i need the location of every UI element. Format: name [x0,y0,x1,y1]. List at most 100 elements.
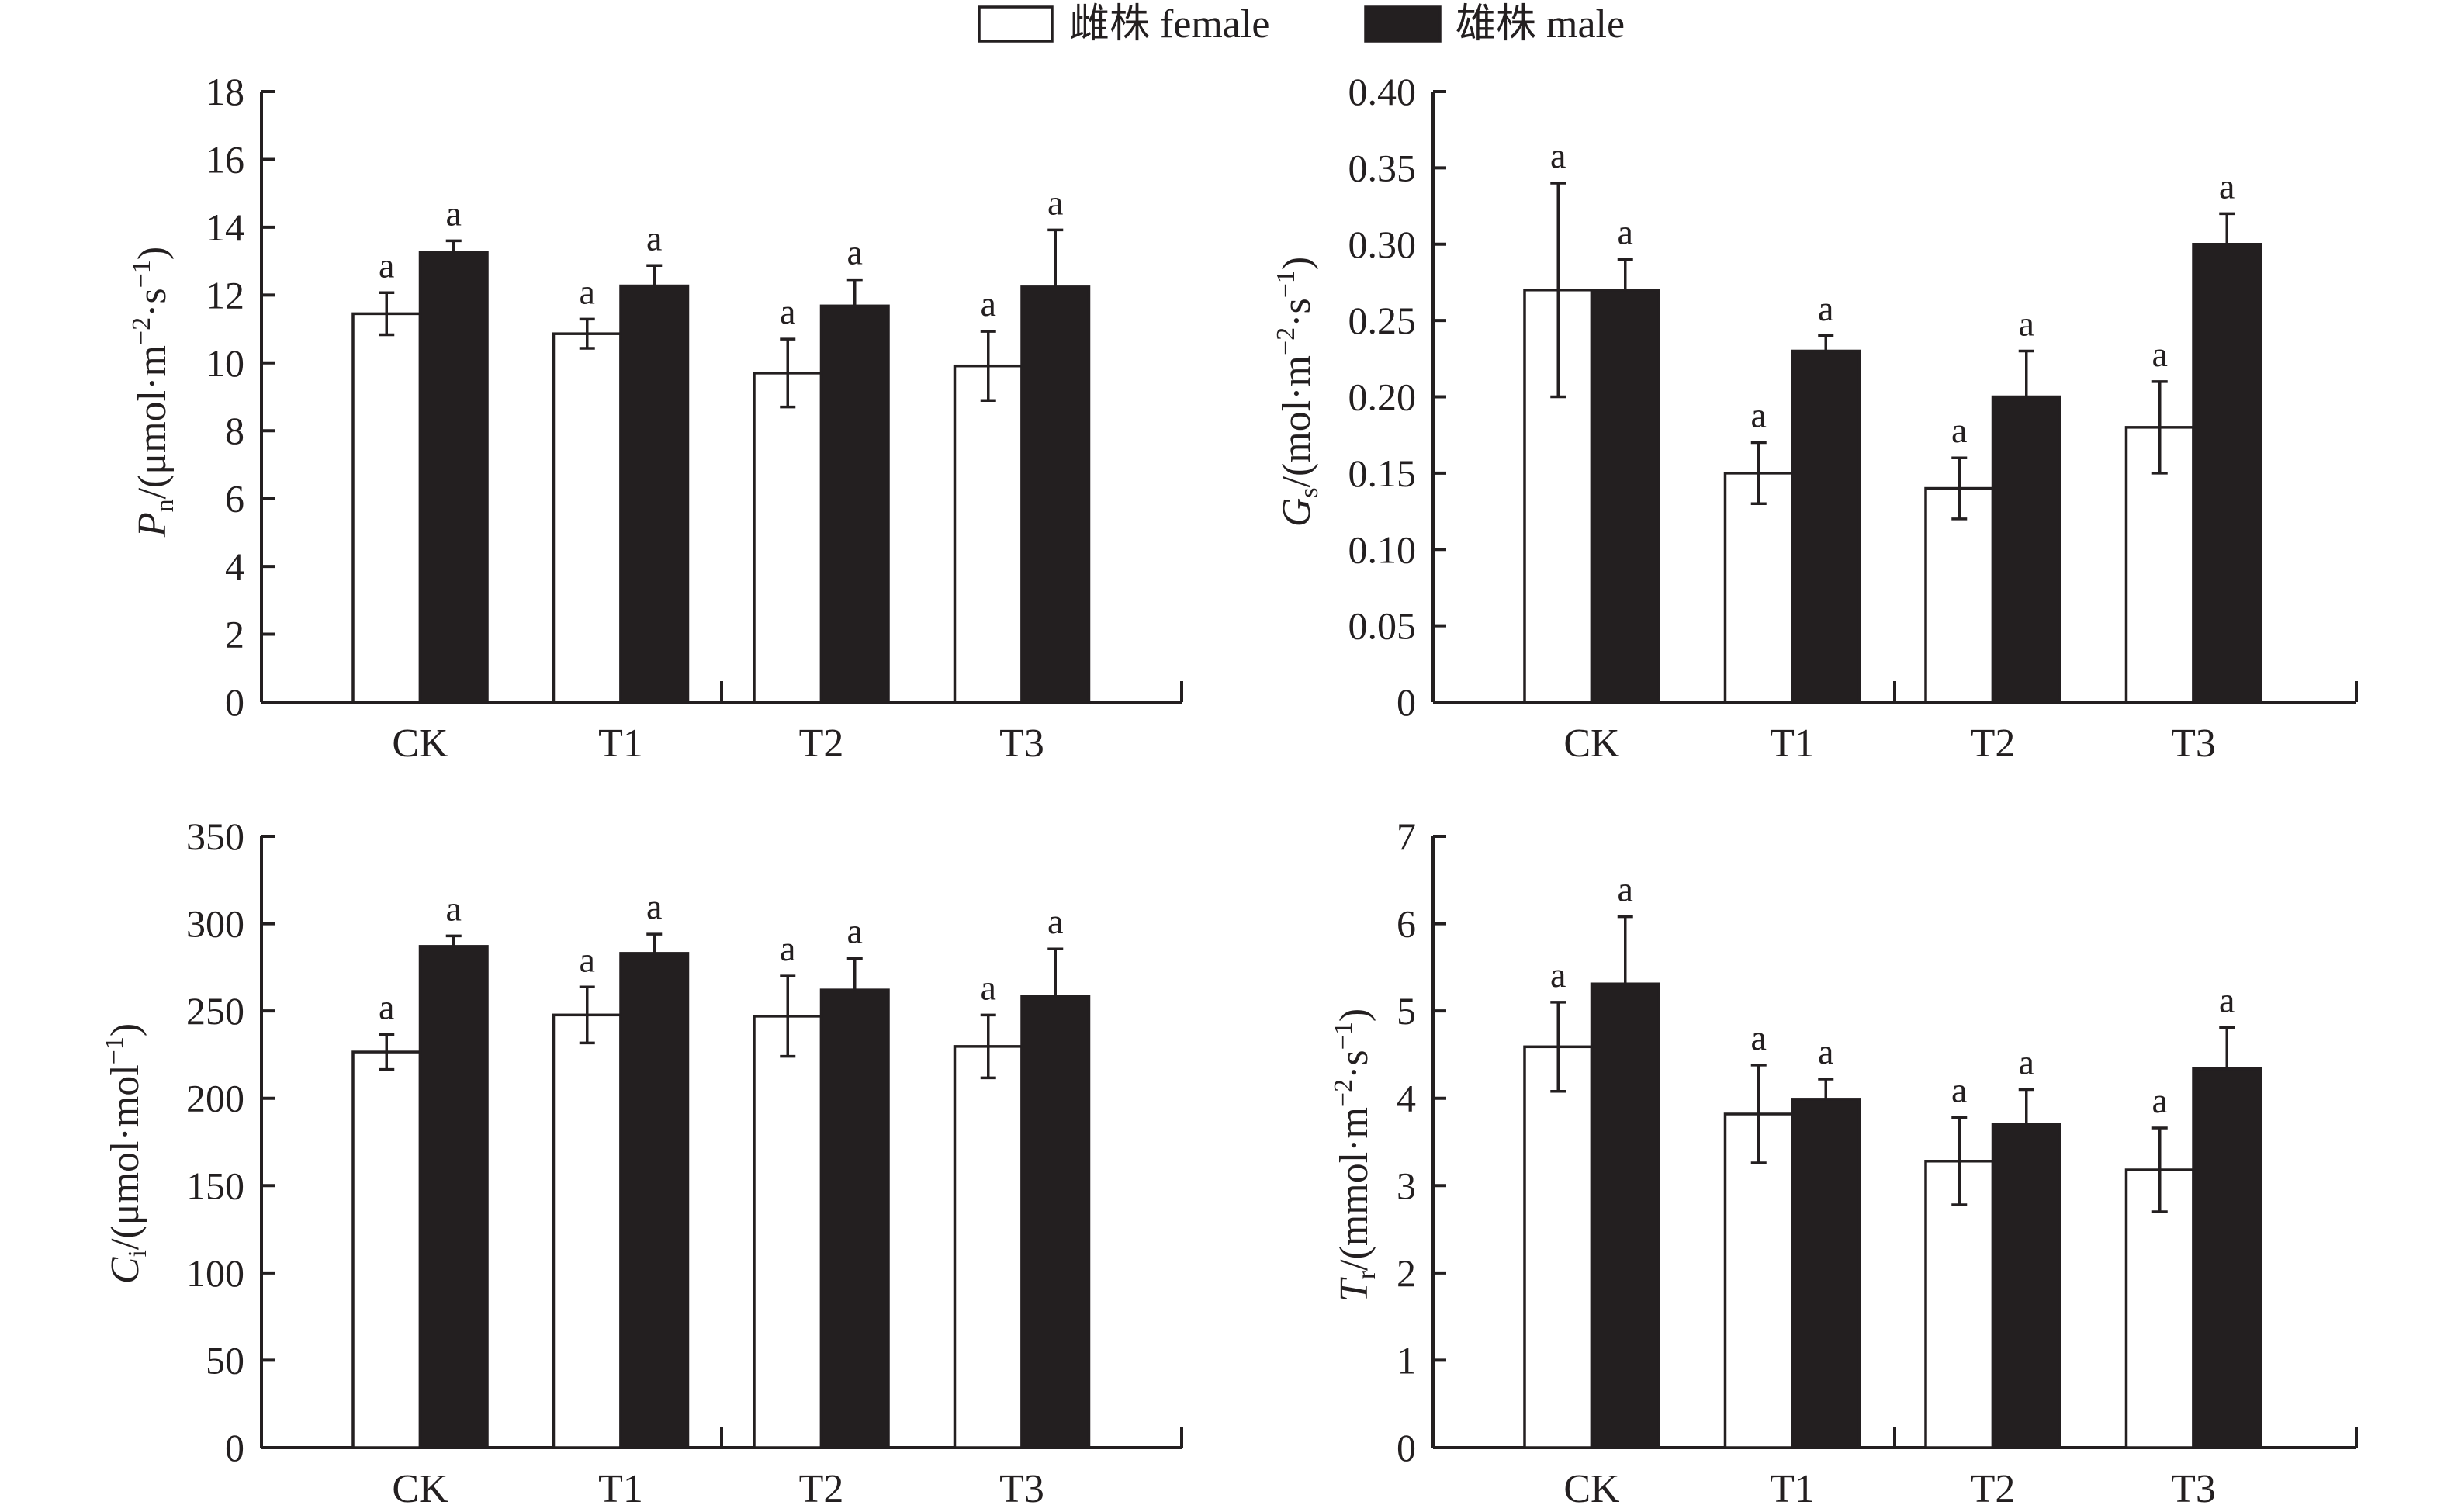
y-axis-title-part: /(μmol·m [130,345,175,499]
significance-letter: a [1951,410,1967,450]
x-tick-label: T2 [1971,1467,2016,1511]
significance-letter: a [2152,1081,2168,1120]
y-tick-label: 0.05 [1348,604,1417,648]
y-axis-title-part: n [151,499,179,512]
legend-label-female: 雌株 female [1069,2,1269,47]
y-axis-title-part: G [1275,498,1319,528]
bar-female-T1 [1723,1112,1794,1449]
significance-letter: a [379,988,394,1027]
y-axis-title-part: r [1352,1270,1381,1279]
bar-female-T3 [953,364,1023,704]
y-tick-label: 0 [225,1426,244,1469]
x-tick-label: T2 [799,721,844,766]
significance-letter: a [446,193,462,233]
bar-male-CK [418,251,489,704]
significance-letter: a [2219,981,2235,1020]
x-tick-label: T3 [999,721,1044,766]
significance-letter: a [2152,334,2168,374]
significance-letter: a [1751,396,1767,435]
legend: 雌株 female 雄株 male [978,2,1625,47]
chart-ci: 0 50 100 150 200 250 300 350 Ci/(μmol·mol−1) a a CK… [100,815,1183,1511]
x-tick-label: CK [1563,1467,1620,1511]
significance-letter: a [580,939,595,979]
y-tick-label: 6 [1397,902,1416,946]
y-axis-title-part: s [1295,487,1324,497]
y-tick-label: 0.40 [1348,70,1417,113]
significance-letter: a [2219,166,2235,206]
y-tick-label: 0 [225,680,244,724]
bar-female-T3 [953,1045,1023,1449]
significance-letter: a [580,272,595,311]
y-axis-title-part: ) [1332,1009,1376,1022]
y-tick-label: 1 [1397,1338,1416,1382]
significance-letter: a [2019,303,2034,343]
chart-gs: 0 0.05 0.10 0.15 0.20 0.25 0.30 0.35 0.40 Gs/(mol… [1272,70,2358,766]
y-axis-title-part: /(μmol·mol [103,1064,147,1250]
bar-male-CK [1590,982,1660,1449]
x-tick-label: T3 [2171,1467,2216,1511]
significance-letter: a [1047,182,1063,222]
y-tick-label: 8 [225,409,244,452]
y-tick-label: 4 [225,545,244,588]
y-tick-label: 10 [206,341,244,385]
y-axis-title-part: i [123,1250,152,1257]
y-tick-label: 350 [186,815,244,858]
y-tick-label: 2 [225,613,244,656]
significance-letter: a [1951,1070,1967,1109]
y-axis-title-part: −1 [1329,1022,1358,1050]
y-axis-title: Ci/(μmol·mol−1) [100,1023,152,1284]
y-tick-label: 0.35 [1348,146,1417,189]
y-tick-label: 50 [206,1338,244,1382]
y-tick-label: 6 [225,477,244,521]
significance-letter: a [1550,136,1566,175]
y-axis-title-part: /(mol·m [1275,355,1319,487]
significance-letter: a [379,245,394,285]
y-axis-title-part: /(mmol·m [1332,1107,1376,1271]
x-tick-label: CK [392,1467,448,1511]
x-tick-label: T3 [999,1467,1044,1511]
legend-item-female: 雌株 female [978,2,1269,47]
y-tick-label: 2 [1397,1251,1416,1295]
y-axis-title-part: ) [103,1023,147,1036]
x-tick-label: T1 [1770,1467,1815,1511]
y-tick-label: 18 [206,70,244,113]
y-axis-title-part: T [1332,1277,1376,1302]
y-axis-title-part: −2 [1272,327,1300,355]
y-tick-label: 7 [1397,815,1416,858]
significance-letter: a [847,912,863,951]
x-tick-label: T1 [598,1467,643,1511]
significance-letter: a [1550,955,1566,995]
legend-label-male: 雄株 male [1456,2,1625,47]
y-tick-label: 0.15 [1348,452,1417,495]
significance-letter: a [646,887,662,926]
y-tick-label: 5 [1397,989,1416,1033]
significance-letter: a [1818,289,1833,328]
bar-female-CK [1523,1045,1594,1449]
significance-letter: a [646,218,662,258]
y-tick-label: 14 [206,206,244,249]
y-axis-title-part: ·s [130,288,175,317]
y-tick-label: 300 [186,902,244,946]
bar-female-T2 [1924,486,1995,704]
y-axis-title-part: −2 [1329,1079,1358,1107]
bar-male-T1 [1791,1098,1861,1449]
significance-letter: a [847,233,863,272]
bar-male-CK [1590,289,1660,704]
y-tick-label: 0.20 [1348,375,1417,419]
x-tick-label: CK [392,721,448,766]
significance-letter: a [1751,1018,1767,1057]
y-axis-title-part: ·s [1275,298,1319,327]
legend-item-male: 雄株 male [1364,2,1625,47]
bar-female-T1 [552,1013,622,1449]
bar-female-T1 [1723,472,1794,704]
y-axis-title-part: ·s [1332,1050,1376,1079]
y-axis-title: Pn/(μmol·m−2·s−1) [127,247,179,538]
bar-female-T2 [753,372,823,704]
significance-letter: a [780,292,795,331]
y-axis-title-part: C [103,1256,147,1284]
y-axis-title-part: −1 [100,1036,129,1064]
significance-letter: a [1818,1032,1833,1071]
y-axis-title-part: ) [1275,257,1319,270]
y-tick-label: 3 [1397,1164,1416,1207]
bar-male-T1 [619,284,690,704]
